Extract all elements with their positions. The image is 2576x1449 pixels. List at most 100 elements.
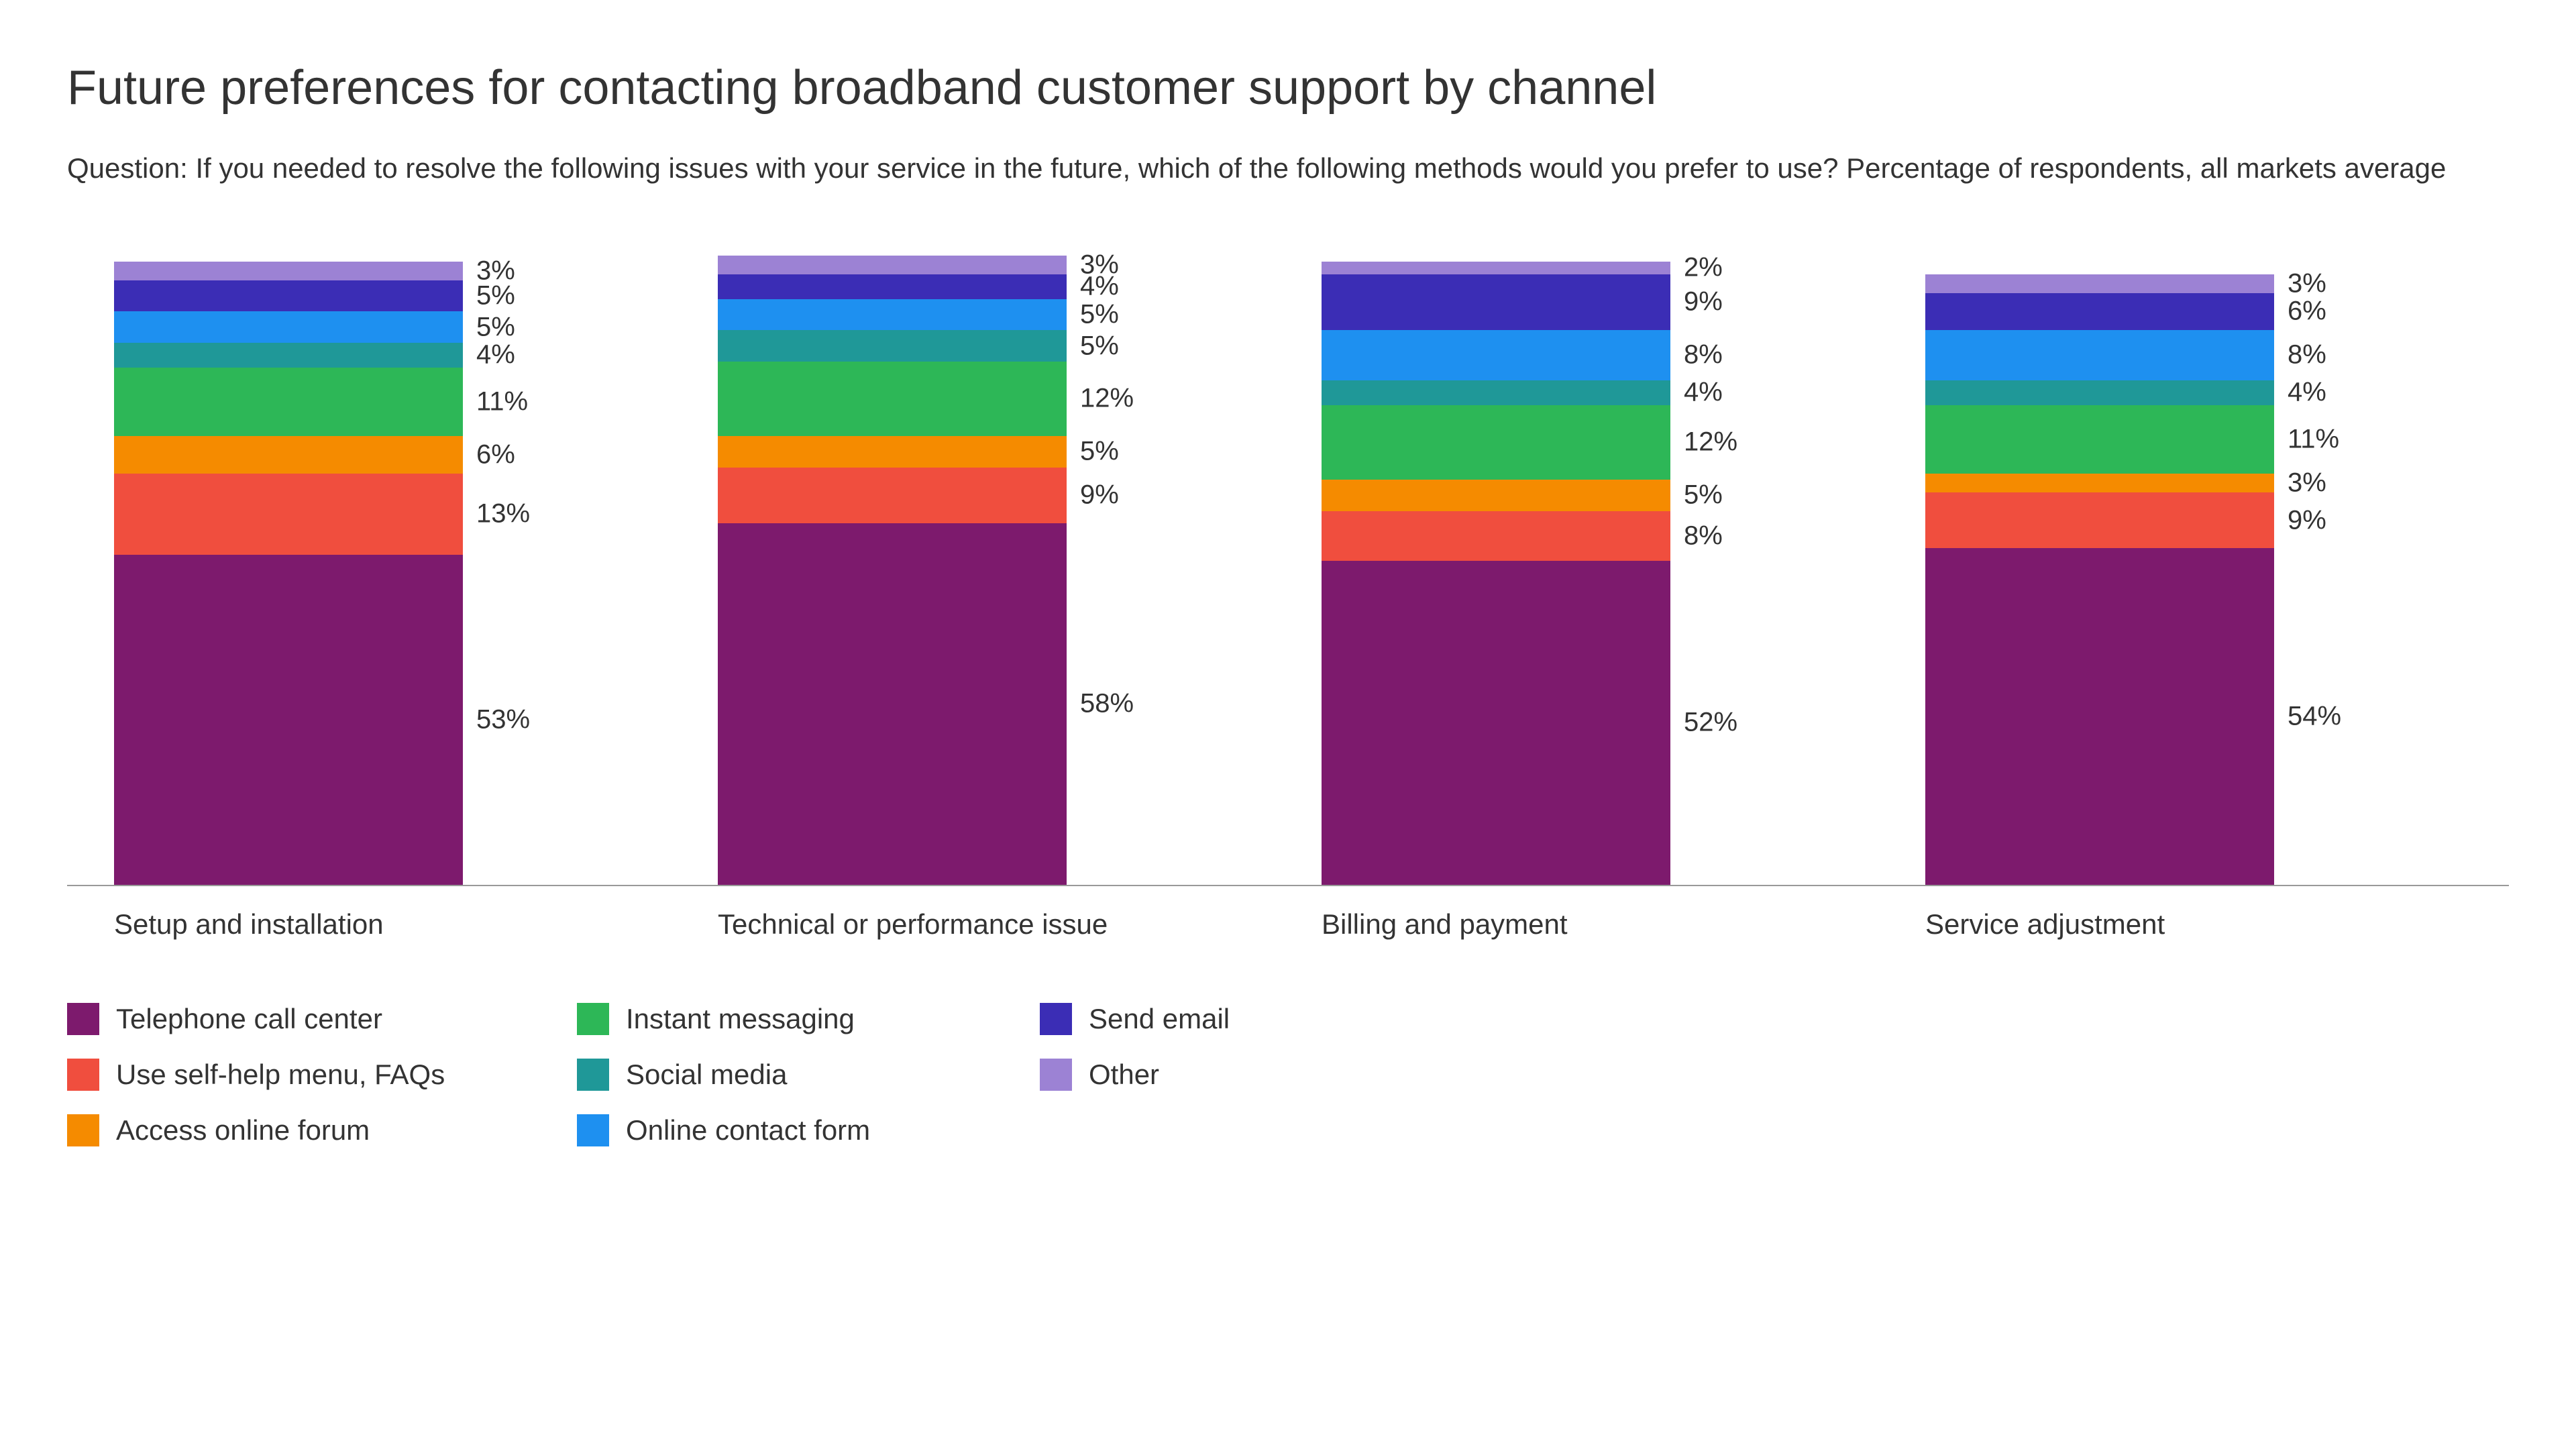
segment-value-label: 3%	[2288, 268, 2326, 299]
segment-value-label: 3%	[2288, 468, 2326, 498]
legend-label: Telephone call center	[116, 1003, 382, 1035]
legend-item-selfhelp: Use self-help menu, FAQs	[67, 1059, 550, 1091]
bar-group: 58%9%5%12%5%5%4%3%	[684, 256, 1288, 885]
legend-item-contactform: Online contact form	[577, 1114, 1013, 1146]
segment-value-label: 2%	[1684, 253, 1723, 283]
segment-value-label: 8%	[2288, 340, 2326, 370]
legend-swatch	[577, 1003, 609, 1035]
legend-item-im: Instant messaging	[577, 1003, 1013, 1035]
bar-segment-telephone: 58%	[718, 523, 1067, 885]
bar-segment-selfhelp: 8%	[1322, 511, 1670, 561]
segment-value-label: 8%	[1684, 340, 1723, 370]
bar-segment-email: 5%	[114, 280, 463, 311]
segment-value-label: 9%	[1684, 287, 1723, 317]
legend-label: Instant messaging	[626, 1003, 855, 1035]
bar-segment-selfhelp: 13%	[114, 474, 463, 555]
segment-value-label: 12%	[1684, 427, 1737, 458]
chart-legend: Telephone call center Instant messaging Se…	[67, 1003, 2509, 1146]
legend-item-empty	[1040, 1114, 1375, 1146]
legend-label: Other	[1089, 1059, 1159, 1091]
stacked-bar: 53%13%6%11%4%5%5%3%	[114, 256, 463, 885]
bar-segment-email: 4%	[718, 274, 1067, 299]
stacked-bar: 52%8%5%12%4%8%9%2%	[1322, 256, 1670, 885]
bar-segment-other: 3%	[718, 256, 1067, 274]
legend-label: Send email	[1089, 1003, 1230, 1035]
legend-item-telephone: Telephone call center	[67, 1003, 550, 1035]
legend-label: Social media	[626, 1059, 787, 1091]
bar-segment-other: 2%	[1322, 262, 1670, 274]
bar-segment-contactform: 5%	[718, 299, 1067, 330]
segment-value-label: 5%	[1080, 437, 1119, 467]
legend-swatch	[577, 1059, 609, 1091]
legend-item-email: Send email	[1040, 1003, 1375, 1035]
chart-title: Future preferences for contacting broadb…	[67, 60, 2509, 115]
bar-segment-im: 11%	[114, 368, 463, 436]
segment-value-label: 4%	[476, 340, 515, 370]
segment-value-label: 9%	[1080, 480, 1119, 511]
segment-value-label: 9%	[2288, 505, 2326, 535]
legend-swatch	[67, 1114, 99, 1146]
stacked-bar: 54%9%3%11%4%8%6%3%	[1925, 256, 2274, 885]
bar-segment-social: 5%	[718, 330, 1067, 361]
bar-group: 54%9%3%11%4%8%6%3%	[1892, 256, 2496, 885]
bar-segment-im: 11%	[1925, 405, 2274, 474]
legend-swatch	[577, 1114, 609, 1146]
segment-value-label: 6%	[2288, 297, 2326, 327]
segment-value-label: 12%	[1080, 384, 1134, 414]
segment-value-label: 6%	[476, 440, 515, 470]
bar-segment-telephone: 52%	[1322, 561, 1670, 885]
bar-segment-other: 3%	[114, 262, 463, 280]
segment-value-label: 11%	[476, 387, 528, 417]
segment-value-label: 3%	[476, 256, 515, 286]
bar-segment-email: 9%	[1322, 274, 1670, 331]
bar-segment-forum: 5%	[718, 436, 1067, 467]
legend-label: Access online forum	[116, 1114, 370, 1146]
bar-segment-email: 6%	[1925, 293, 2274, 331]
legend-label: Use self-help menu, FAQs	[116, 1059, 445, 1091]
bar-segment-telephone: 54%	[1925, 548, 2274, 885]
legend-swatch	[67, 1059, 99, 1091]
x-axis-labels: Setup and installationTechnical or perfo…	[67, 906, 2509, 943]
segment-value-label: 5%	[476, 312, 515, 342]
segment-value-label: 5%	[1080, 331, 1119, 361]
legend-item-social: Social media	[577, 1059, 1013, 1091]
x-axis-label: Service adjustment	[1892, 906, 2496, 943]
segment-value-label: 13%	[476, 499, 530, 529]
bar-segment-social: 4%	[114, 343, 463, 368]
bar-group: 53%13%6%11%4%5%5%3%	[80, 256, 684, 885]
legend-label: Online contact form	[626, 1114, 870, 1146]
bar-segment-social: 4%	[1925, 380, 2274, 405]
segment-value-label: 11%	[2288, 424, 2339, 454]
segment-value-label: 8%	[1684, 521, 1723, 551]
bar-segment-contactform: 5%	[114, 311, 463, 342]
segment-value-label: 58%	[1080, 689, 1134, 719]
segment-value-label: 52%	[1684, 708, 1737, 738]
legend-swatch	[1040, 1059, 1072, 1091]
x-axis-label: Billing and payment	[1288, 906, 1892, 943]
legend-item-other: Other	[1040, 1059, 1375, 1091]
bar-segment-forum: 5%	[1322, 480, 1670, 511]
bar-segment-selfhelp: 9%	[718, 468, 1067, 524]
stacked-bar: 58%9%5%12%5%5%4%3%	[718, 256, 1067, 885]
bar-segment-forum: 3%	[1925, 474, 2274, 492]
bar-segment-im: 12%	[1322, 405, 1670, 480]
segment-value-label: 5%	[1080, 300, 1119, 330]
x-axis-label: Setup and installation	[80, 906, 684, 943]
bar-segment-social: 4%	[1322, 380, 1670, 405]
segment-value-label: 5%	[1684, 480, 1723, 511]
bar-segment-forum: 6%	[114, 436, 463, 474]
bar-segment-contactform: 8%	[1322, 330, 1670, 380]
bar-group: 52%8%5%12%4%8%9%2%	[1288, 256, 1892, 885]
segment-value-label: 3%	[1080, 250, 1119, 280]
legend-swatch	[1040, 1003, 1072, 1035]
chart-subtitle: Question: If you needed to resolve the f…	[67, 149, 2509, 189]
legend-item-forum: Access online forum	[67, 1114, 550, 1146]
bar-segment-selfhelp: 9%	[1925, 492, 2274, 549]
bar-segment-im: 12%	[718, 362, 1067, 436]
legend-swatch	[67, 1003, 99, 1035]
bar-segment-other: 3%	[1925, 274, 2274, 293]
chart-plot-area: 53%13%6%11%4%5%5%3%58%9%5%12%5%5%4%3%52%…	[67, 256, 2509, 886]
segment-value-label: 4%	[2288, 378, 2326, 408]
segment-value-label: 54%	[2288, 702, 2341, 732]
bar-segment-telephone: 53%	[114, 555, 463, 885]
